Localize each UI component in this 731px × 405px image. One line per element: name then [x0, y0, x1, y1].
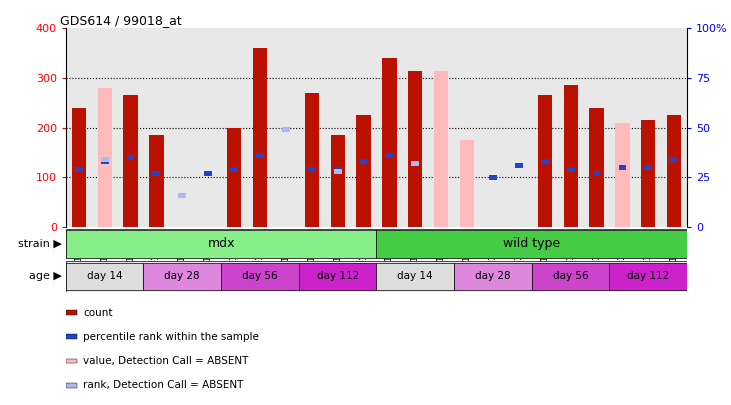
- Bar: [143, 263, 221, 290]
- Text: day 56: day 56: [553, 271, 588, 281]
- Bar: [204, 171, 212, 176]
- Text: day 112: day 112: [317, 271, 359, 281]
- Text: strain ▶: strain ▶: [18, 239, 62, 249]
- Bar: [489, 175, 497, 180]
- Text: day 14: day 14: [87, 271, 122, 281]
- Bar: [97, 88, 112, 227]
- Bar: [541, 159, 549, 164]
- Text: day 14: day 14: [398, 271, 433, 281]
- Bar: [66, 383, 77, 388]
- Bar: [515, 163, 523, 168]
- Bar: [299, 263, 376, 290]
- Text: rank, Detection Call = ABSENT: rank, Detection Call = ABSENT: [83, 380, 243, 390]
- Text: day 112: day 112: [627, 271, 670, 281]
- Text: day 56: day 56: [242, 271, 278, 281]
- Bar: [616, 123, 629, 227]
- Bar: [460, 140, 474, 227]
- Bar: [537, 95, 552, 227]
- Bar: [667, 115, 681, 227]
- Bar: [589, 108, 604, 227]
- Bar: [256, 153, 264, 158]
- Bar: [610, 263, 687, 290]
- Bar: [645, 165, 652, 170]
- Text: day 28: day 28: [164, 271, 200, 281]
- Bar: [670, 157, 678, 162]
- Bar: [334, 167, 341, 172]
- Bar: [564, 85, 577, 227]
- Bar: [330, 135, 345, 227]
- Bar: [153, 171, 160, 176]
- Bar: [334, 169, 341, 174]
- Text: day 28: day 28: [475, 271, 511, 281]
- Bar: [282, 127, 289, 132]
- Bar: [75, 167, 83, 172]
- Bar: [230, 167, 238, 172]
- Text: GDS614 / 99018_at: GDS614 / 99018_at: [59, 14, 181, 27]
- Bar: [66, 310, 77, 315]
- Bar: [532, 263, 610, 290]
- Bar: [593, 171, 600, 176]
- Bar: [124, 95, 137, 227]
- Text: age ▶: age ▶: [29, 271, 62, 281]
- Bar: [308, 167, 316, 172]
- Bar: [412, 161, 419, 166]
- Bar: [66, 358, 77, 363]
- Bar: [253, 48, 267, 227]
- Bar: [72, 108, 86, 227]
- Bar: [376, 263, 454, 290]
- Text: percentile rank within the sample: percentile rank within the sample: [83, 332, 259, 342]
- Bar: [567, 167, 575, 172]
- Bar: [305, 93, 319, 227]
- Bar: [376, 230, 687, 258]
- Bar: [434, 70, 448, 227]
- Bar: [641, 120, 656, 227]
- Text: mdx: mdx: [208, 237, 235, 250]
- Text: value, Detection Call = ABSENT: value, Detection Call = ABSENT: [83, 356, 249, 366]
- Bar: [360, 159, 368, 164]
- Text: count: count: [83, 308, 113, 318]
- Bar: [101, 159, 108, 164]
- Bar: [66, 335, 77, 339]
- Bar: [382, 58, 396, 227]
- Bar: [66, 230, 376, 258]
- Bar: [385, 153, 393, 158]
- Bar: [101, 157, 108, 162]
- Bar: [126, 155, 135, 160]
- Bar: [454, 263, 532, 290]
- Bar: [178, 192, 186, 198]
- Bar: [66, 263, 143, 290]
- Bar: [357, 115, 371, 227]
- Bar: [227, 128, 241, 227]
- Bar: [149, 135, 164, 227]
- Bar: [618, 165, 626, 170]
- Bar: [221, 263, 299, 290]
- Bar: [408, 70, 423, 227]
- Text: wild type: wild type: [503, 237, 561, 250]
